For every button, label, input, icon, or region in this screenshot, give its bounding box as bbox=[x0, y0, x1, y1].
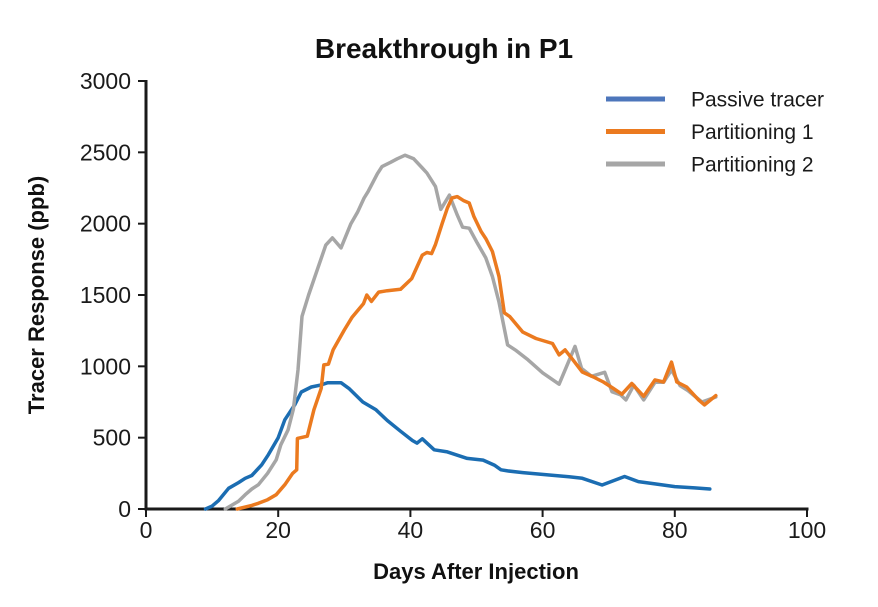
y-tick-label: 500 bbox=[93, 425, 131, 451]
legend-item-passive-tracer: Passive tracer bbox=[606, 89, 824, 112]
legend: Passive tracer Partitioning 1 Partitioning… bbox=[606, 89, 824, 177]
y-tick-label: 3000 bbox=[80, 68, 131, 94]
x-tick-label: 40 bbox=[398, 517, 424, 543]
y-tick-label: 0 bbox=[118, 496, 131, 522]
y-tick-label: 1000 bbox=[80, 353, 131, 379]
y-tick-label: 2000 bbox=[80, 211, 131, 237]
plot-series bbox=[203, 153, 718, 511]
y-axis-label: Tracer Response (ppb) bbox=[24, 176, 49, 414]
x-tick-label: 20 bbox=[265, 517, 291, 543]
x-tick-label: 60 bbox=[530, 517, 556, 543]
legend-label-passive-tracer: Passive tracer bbox=[691, 89, 824, 112]
series-line-partitioning-1 bbox=[235, 194, 718, 511]
x-tick-label: 0 bbox=[140, 517, 153, 543]
legend-label-partitioning-2: Partitioning 2 bbox=[691, 154, 814, 177]
chart-title: Breakthrough in P1 bbox=[315, 33, 573, 64]
x-tick-label: 100 bbox=[788, 517, 826, 543]
legend-label-partitioning-1: Partitioning 1 bbox=[691, 121, 814, 144]
x-axis-label: Days After Injection bbox=[373, 559, 579, 584]
y-tick-label: 1500 bbox=[80, 282, 131, 308]
y-tick-label: 2500 bbox=[80, 139, 131, 165]
legend-item-partitioning-2: Partitioning 2 bbox=[606, 154, 814, 177]
legend-item-partitioning-1: Partitioning 1 bbox=[606, 121, 814, 144]
x-tick-label: 80 bbox=[662, 517, 688, 543]
series-line-passive-tracer bbox=[203, 380, 712, 511]
